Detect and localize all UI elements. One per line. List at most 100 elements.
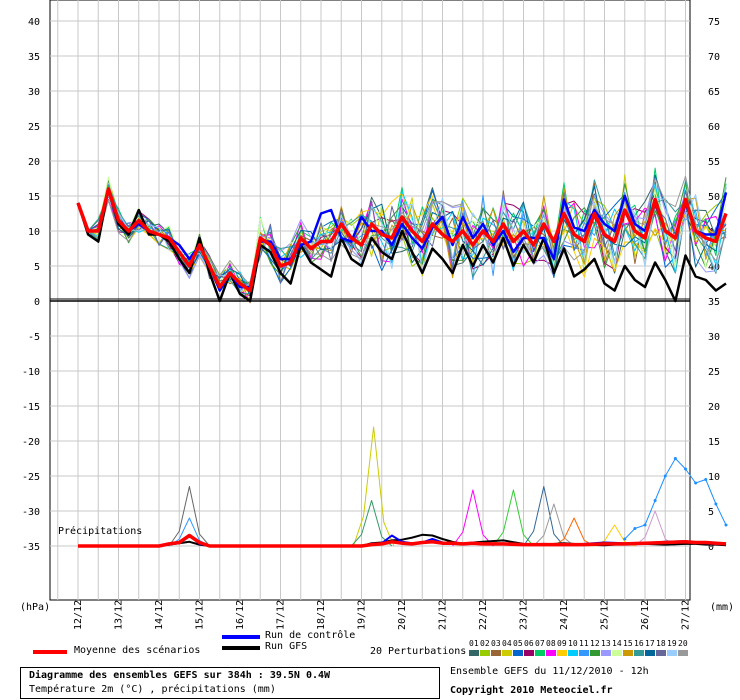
y2-tick-label: 15 [708, 437, 720, 448]
perturbation-number: 09 [557, 639, 567, 648]
perturbation-swatch [502, 650, 512, 656]
perturbation-swatch [568, 650, 578, 656]
x-tick-label: 16/12 [235, 600, 246, 630]
x-tick-label: 26/12 [640, 600, 651, 630]
y-tick-label: 30 [28, 87, 40, 98]
y-tick-label: -30 [22, 507, 40, 518]
perturbation-swatch [601, 650, 611, 656]
y-tick-label: -20 [22, 437, 40, 448]
perturbation-swatch [491, 650, 501, 656]
perturbation-number: 19 [667, 639, 677, 648]
footer-title-box: Diagramme des ensembles GEFS sur 384h : … [20, 667, 440, 699]
x-tick-label: 17/12 [276, 600, 287, 630]
precip-point [633, 527, 637, 530]
perturbation-swatch [579, 650, 589, 656]
perturbation-precip-spike [352, 426, 395, 547]
gfs-temp-line [76, 187, 727, 303]
precip-point [714, 502, 718, 506]
perturbation-number: 06 [524, 639, 534, 648]
perturbation-number: 16 [634, 639, 644, 648]
perturbation-swatch [557, 650, 567, 656]
perturbation-number: 07 [535, 639, 545, 648]
y2-tick-label: 35 [708, 297, 720, 308]
perturbation-number: 05 [513, 639, 523, 648]
y-tick-label: 5 [34, 262, 40, 273]
y2-tick-label: 25 [708, 367, 720, 378]
mean-legend-line [33, 650, 67, 654]
x-tick-label: 15/12 [195, 600, 206, 630]
y2-tick-label: 50 [708, 192, 720, 203]
y2-tick-label: 20 [708, 402, 720, 413]
x-tick-label: 21/12 [438, 600, 449, 630]
precip-point [694, 481, 698, 485]
y2-tick-label: 70 [708, 52, 720, 63]
y2-tick-label: 60 [708, 122, 720, 133]
precip-point [724, 523, 728, 527]
perturbation-swatch [535, 650, 545, 656]
precip-point [623, 537, 627, 541]
y2-axis-unit: (mm) [710, 602, 734, 613]
y-tick-label: 10 [28, 227, 40, 238]
perturbation-precip-spike [452, 489, 494, 547]
perturbation-swatch [645, 650, 655, 656]
perturbation-number: 11 [579, 639, 589, 648]
perturbation-precip-spike [523, 486, 565, 547]
perturbation-swatch [667, 650, 677, 656]
perturbation-number: 03 [491, 639, 501, 648]
y-tick-label: 0 [34, 297, 40, 308]
perturbation-swatch [623, 650, 633, 656]
mean-temp-line [76, 187, 728, 293]
y2-tick-label: 5 [708, 507, 714, 518]
y-tick-label: -25 [22, 472, 40, 483]
y-tick-label: -5 [28, 332, 40, 343]
perturbation-swatch [634, 650, 644, 656]
perturbation-swatch [524, 650, 534, 656]
x-tick-label: 13/12 [114, 600, 125, 630]
y2-tick-label: 10 [708, 472, 720, 483]
y-tick-label: -35 [22, 542, 40, 553]
y-tick-label: 40 [28, 17, 40, 28]
perturbation-swatch [469, 650, 479, 656]
run-info: Ensemble GEFS du 11/12/2010 - 12h [450, 666, 649, 677]
x-tick-label: 14/12 [154, 600, 165, 630]
x-tick-label: 25/12 [600, 600, 611, 630]
precip-point [643, 523, 647, 527]
x-tick-label: 12/12 [73, 600, 84, 630]
x-tick-label: 24/12 [559, 600, 570, 630]
plot-area [49, 0, 691, 601]
y2-tick-label: 55 [708, 157, 720, 168]
perturbation-number: 14 [612, 639, 622, 648]
gfs-legend-line [222, 646, 260, 650]
perturbation-swatch [513, 650, 523, 656]
perturbation-number: 18 [656, 639, 666, 648]
y-tick-label: 20 [28, 157, 40, 168]
perturbation-number: 12 [590, 639, 600, 648]
footer-title: Diagramme des ensembles GEFS sur 384h : … [29, 670, 331, 681]
y-tick-label: -10 [22, 367, 40, 378]
y2-tick-label: 75 [708, 17, 720, 28]
perturbation-number: 02 [480, 639, 490, 648]
y-axis-unit: (hPa) [20, 602, 50, 613]
perturbation-swatch [590, 650, 600, 656]
perturbation-number: 04 [502, 639, 512, 648]
x-tick-label: 22/12 [478, 600, 489, 630]
perturbation-number: 20 [678, 639, 688, 648]
control-temp-line [76, 187, 728, 292]
copyright: Copyright 2010 Meteociel.fr [450, 685, 613, 696]
mean-precip-line [78, 533, 727, 548]
perturbation-swatch [656, 650, 666, 656]
x-tick-label: 23/12 [519, 600, 530, 630]
perturbation-precip-spike [533, 503, 575, 547]
x-tick-label: 20/12 [397, 600, 408, 630]
precip-point [704, 478, 708, 481]
mean-legend-label: Moyenne des scénarios [74, 645, 201, 656]
x-tick-label: 27/12 [681, 600, 692, 630]
perturbation-number: 15 [623, 639, 633, 648]
control-legend-label: Run de contrôle [265, 630, 356, 641]
precip-point [663, 474, 667, 478]
perturbation-number: 17 [645, 639, 655, 648]
perturbation-precip-spike [492, 489, 534, 547]
precip-point [653, 499, 657, 502]
y-tick-label: 35 [28, 52, 40, 63]
